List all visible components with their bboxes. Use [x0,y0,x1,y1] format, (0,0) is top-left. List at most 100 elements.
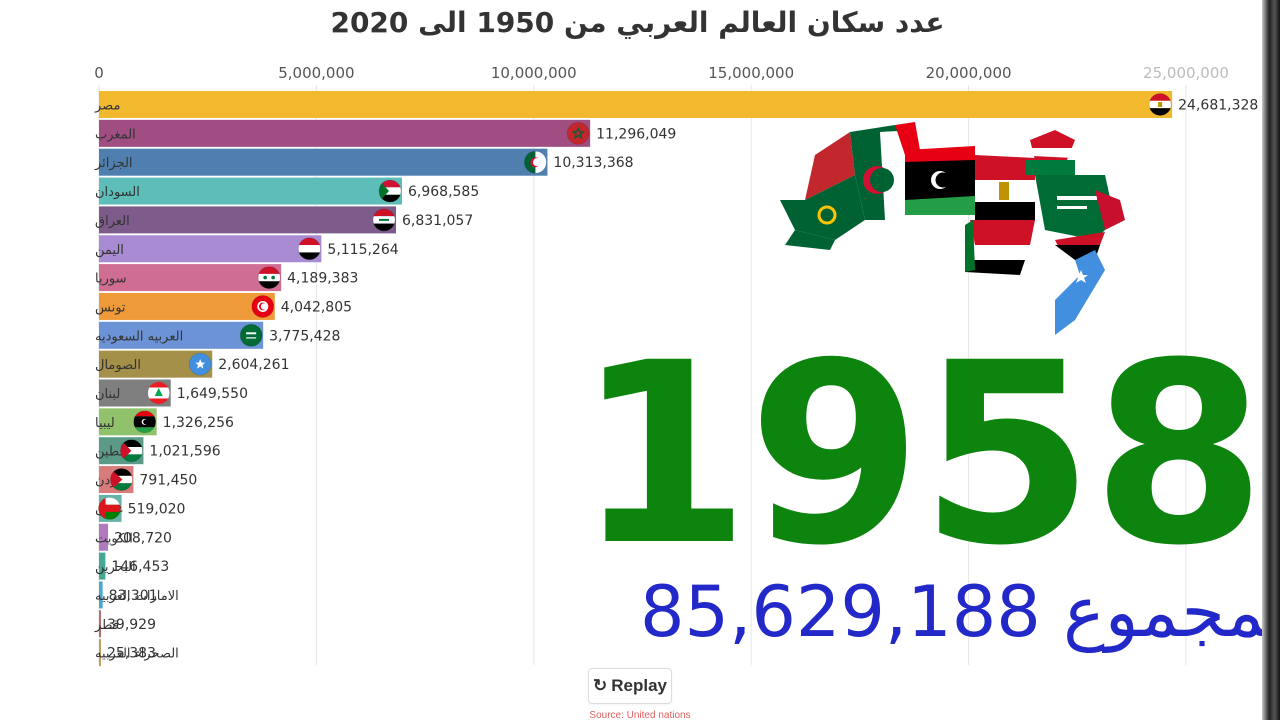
value-label: 208,720 [114,530,172,546]
category-label: العربيه السعوديه [95,329,183,344]
bar [99,523,109,551]
value-label: 1,021,596 [149,444,220,460]
bar [99,610,101,638]
bar [99,264,282,292]
bar-row: مصر 24,681,328 [94,91,1258,118]
value-label: 1,326,256 [163,415,234,431]
value-label: 791,450 [139,473,197,489]
value-label: 11,296,049 [596,126,676,142]
value-label: 3,775,428 [269,328,340,344]
oman-flag-icon [98,496,121,520]
bar-row: الجزائر 10,313,368 [94,148,634,176]
bar [99,148,548,176]
category-label: لبنان [95,387,120,402]
category-label: قطر [94,618,119,633]
bar [99,552,106,580]
category-label: ليبيا [95,416,115,431]
somalia-flag-icon [188,352,212,376]
bar-row: السودان 6,968,585 [95,177,479,205]
total-population: 85,629,188 المجموع [640,577,1280,647]
category-label: العراق [95,214,130,229]
bar-chart: 0 5,000,000 10,000,000 15,000,000 20,000,000… [94,64,1258,667]
x-tick-label: 20,000,000 [926,64,1012,82]
libya-flag-icon [133,410,157,434]
category-label: الكويت [95,531,133,546]
value-label: 1,649,550 [177,386,248,402]
value-label: 146,453 [111,559,169,575]
category-label: الجزائر [94,156,133,171]
category-label: الصحراء الغربيه [95,647,179,662]
value-label: 6,968,585 [408,184,479,200]
palestine-flag-icon [120,439,143,463]
value-label: 6,831,057 [402,213,473,229]
bar-row: العربيه السعوديه 3,775,428 [95,321,340,349]
bar [99,235,322,263]
bar-row: اليمن 5,115,264 [95,235,399,263]
x-tick-label: 10,000,000 [491,64,577,82]
value-label: 519,020 [128,501,186,517]
arab-world-flag-map [780,122,1125,335]
replay-icon: ↻ [593,676,608,695]
replay-button[interactable]: ↻ Replay [588,668,672,704]
bar-row: ليبيا 1,326,256 [95,408,234,436]
value-label: 83,301 [109,588,158,604]
source-note: Source: United nations [589,710,691,721]
bar [99,119,591,147]
x-tick-label: 0 [94,64,104,82]
x-tick-label: 15,000,000 [708,64,794,82]
category-label: مصر [94,99,120,114]
year-display: 1958 [576,309,1266,600]
value-label: 25,383 [107,646,156,662]
value-label: 10,313,368 [553,155,633,171]
bar [99,91,1173,118]
value-label: 5,115,264 [327,242,398,258]
bar-row: تونس 4,042,805 [95,292,352,320]
value-label: 2,604,261 [218,357,289,373]
video-edge-strip [1262,0,1280,720]
category-label: تونس [95,300,126,315]
bar [99,206,397,234]
value-label: 39,929 [107,617,156,633]
x-tick-label: 25,000,000 [1143,64,1229,82]
bar [99,321,264,349]
bar-row: فلسطين 1,021,596 [95,437,221,465]
bar-row: الصومال 2,604,261 [95,350,289,378]
yemen-flag-icon [298,237,321,261]
total-value: 85,629,188 [640,571,1041,653]
bar-row: المغرب 11,296,049 [95,119,676,147]
iraq-flag-icon [372,208,396,232]
bar [99,177,402,205]
jordan-flag-icon [110,468,133,491]
bar [99,581,103,609]
bar-row: لبنان 1,649,550 [95,379,248,407]
value-label: 4,042,805 [281,299,352,315]
bar-row: العراق 6,831,057 [95,206,473,234]
saudi-arabia-flag-icon [239,323,263,347]
category-label: المغرب [95,127,136,142]
x-tick-label: 5,000,000 [278,64,354,82]
bar-row: الاردن791,450 [95,466,197,494]
tunisia-flag-icon [251,295,275,318]
egypt-flag-icon [1148,93,1172,116]
bar [99,639,101,667]
syria-flag-icon [257,266,281,290]
category-label: اليمن [95,243,124,258]
category-label: البحرين [95,560,136,575]
total-label: المجموع [1063,571,1280,653]
category-label: السودان [95,185,140,200]
value-label: 4,189,383 [287,271,358,287]
category-label: سوريا [95,272,126,287]
category-label: الصومال [95,358,141,373]
replay-label: Replay [611,676,667,695]
value-label: 24,681,328 [1178,98,1258,114]
sudan-flag-icon [378,179,402,203]
lebanon-flag-icon [147,381,171,405]
bar [99,292,275,320]
algeria-flag-icon [524,150,547,174]
chart-title: عدد سكان العالم العربي من 1950 الى 2020 [330,6,945,39]
